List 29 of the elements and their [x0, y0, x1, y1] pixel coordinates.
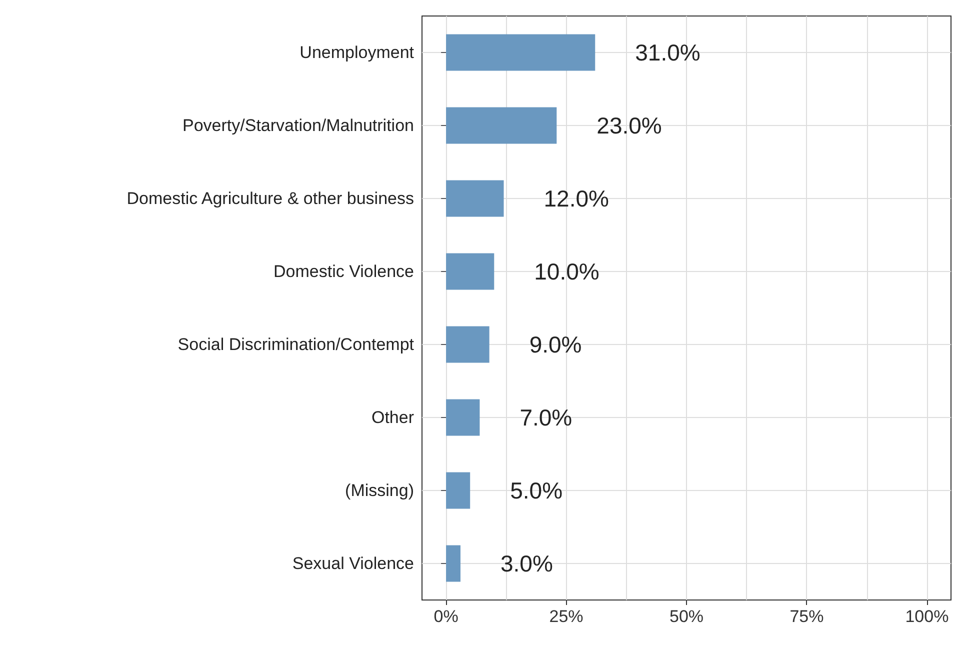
bar: [446, 399, 480, 436]
y-tick-label: Domestic Violence: [274, 262, 414, 281]
x-tick-label: 100%: [905, 607, 949, 626]
y-tick-label: Other: [371, 408, 414, 427]
data-label: 10.0%: [534, 258, 600, 284]
x-tick-label: 50%: [669, 607, 704, 626]
data-label: 9.0%: [529, 332, 582, 358]
bar: [446, 545, 460, 582]
data-label: 7.0%: [520, 404, 572, 430]
bar: [446, 326, 490, 363]
y-tick-label: Poverty/Starvation/Malnutrition: [182, 116, 414, 135]
x-tick-label: 25%: [549, 607, 584, 626]
y-tick-label: Social Discrimination/Contempt: [178, 335, 414, 354]
bar: [446, 180, 504, 217]
y-tick-label: Unemployment: [300, 43, 414, 62]
x-tick-label: 0%: [434, 607, 458, 626]
data-label: 12.0%: [544, 186, 609, 212]
data-label: 3.0%: [500, 550, 553, 576]
y-tick-label: Domestic Agriculture & other business: [126, 189, 414, 208]
data-label: 23.0%: [596, 112, 662, 138]
y-tick-label: (Missing): [345, 481, 414, 500]
bar: [446, 34, 596, 71]
bar: [446, 253, 494, 290]
data-label: 31.0%: [635, 40, 700, 66]
y-tick-label: Sexual Violence: [292, 554, 414, 573]
bar: [446, 472, 470, 509]
data-label: 5.0%: [510, 478, 563, 504]
bar: [446, 107, 557, 144]
x-tick-label: 75%: [790, 607, 824, 626]
